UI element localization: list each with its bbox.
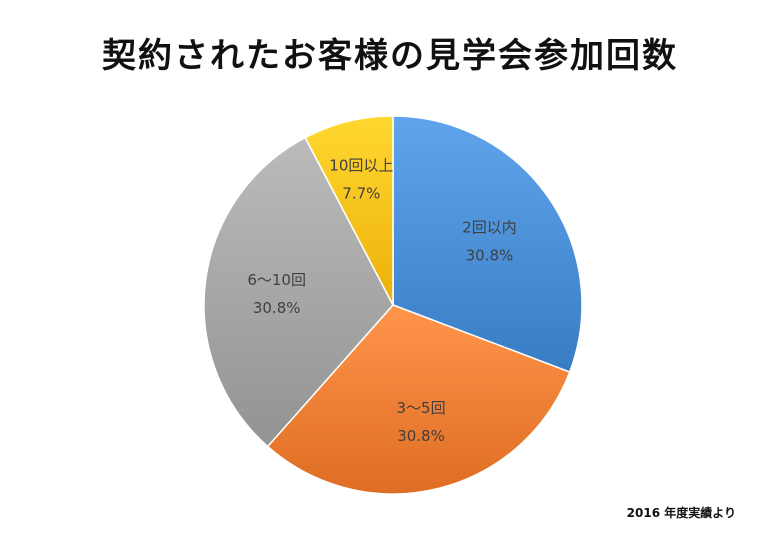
chart-title: 契約されたお客様の見学会参加回数 — [102, 36, 678, 76]
slice-value-3: 30.8% — [253, 299, 301, 317]
slice-label-1: 2回以内 — [462, 218, 517, 236]
slice-label-4: 10回以上 — [329, 157, 393, 175]
pie-slice-2 — [266, 304, 571, 495]
pie-slice-4 — [304, 115, 394, 306]
slice-value-2: 30.8% — [397, 427, 445, 445]
pie-slice-1 — [392, 115, 583, 373]
slice-label-2: 3〜5回 — [396, 399, 445, 417]
slice-value-1: 30.8% — [466, 246, 514, 264]
slice-value-4: 7.7% — [342, 185, 380, 203]
slice-label-3: 6〜10回 — [247, 271, 306, 289]
pie-slice-3 — [203, 136, 394, 448]
footnote: 2016 年度実績より — [626, 506, 736, 520]
